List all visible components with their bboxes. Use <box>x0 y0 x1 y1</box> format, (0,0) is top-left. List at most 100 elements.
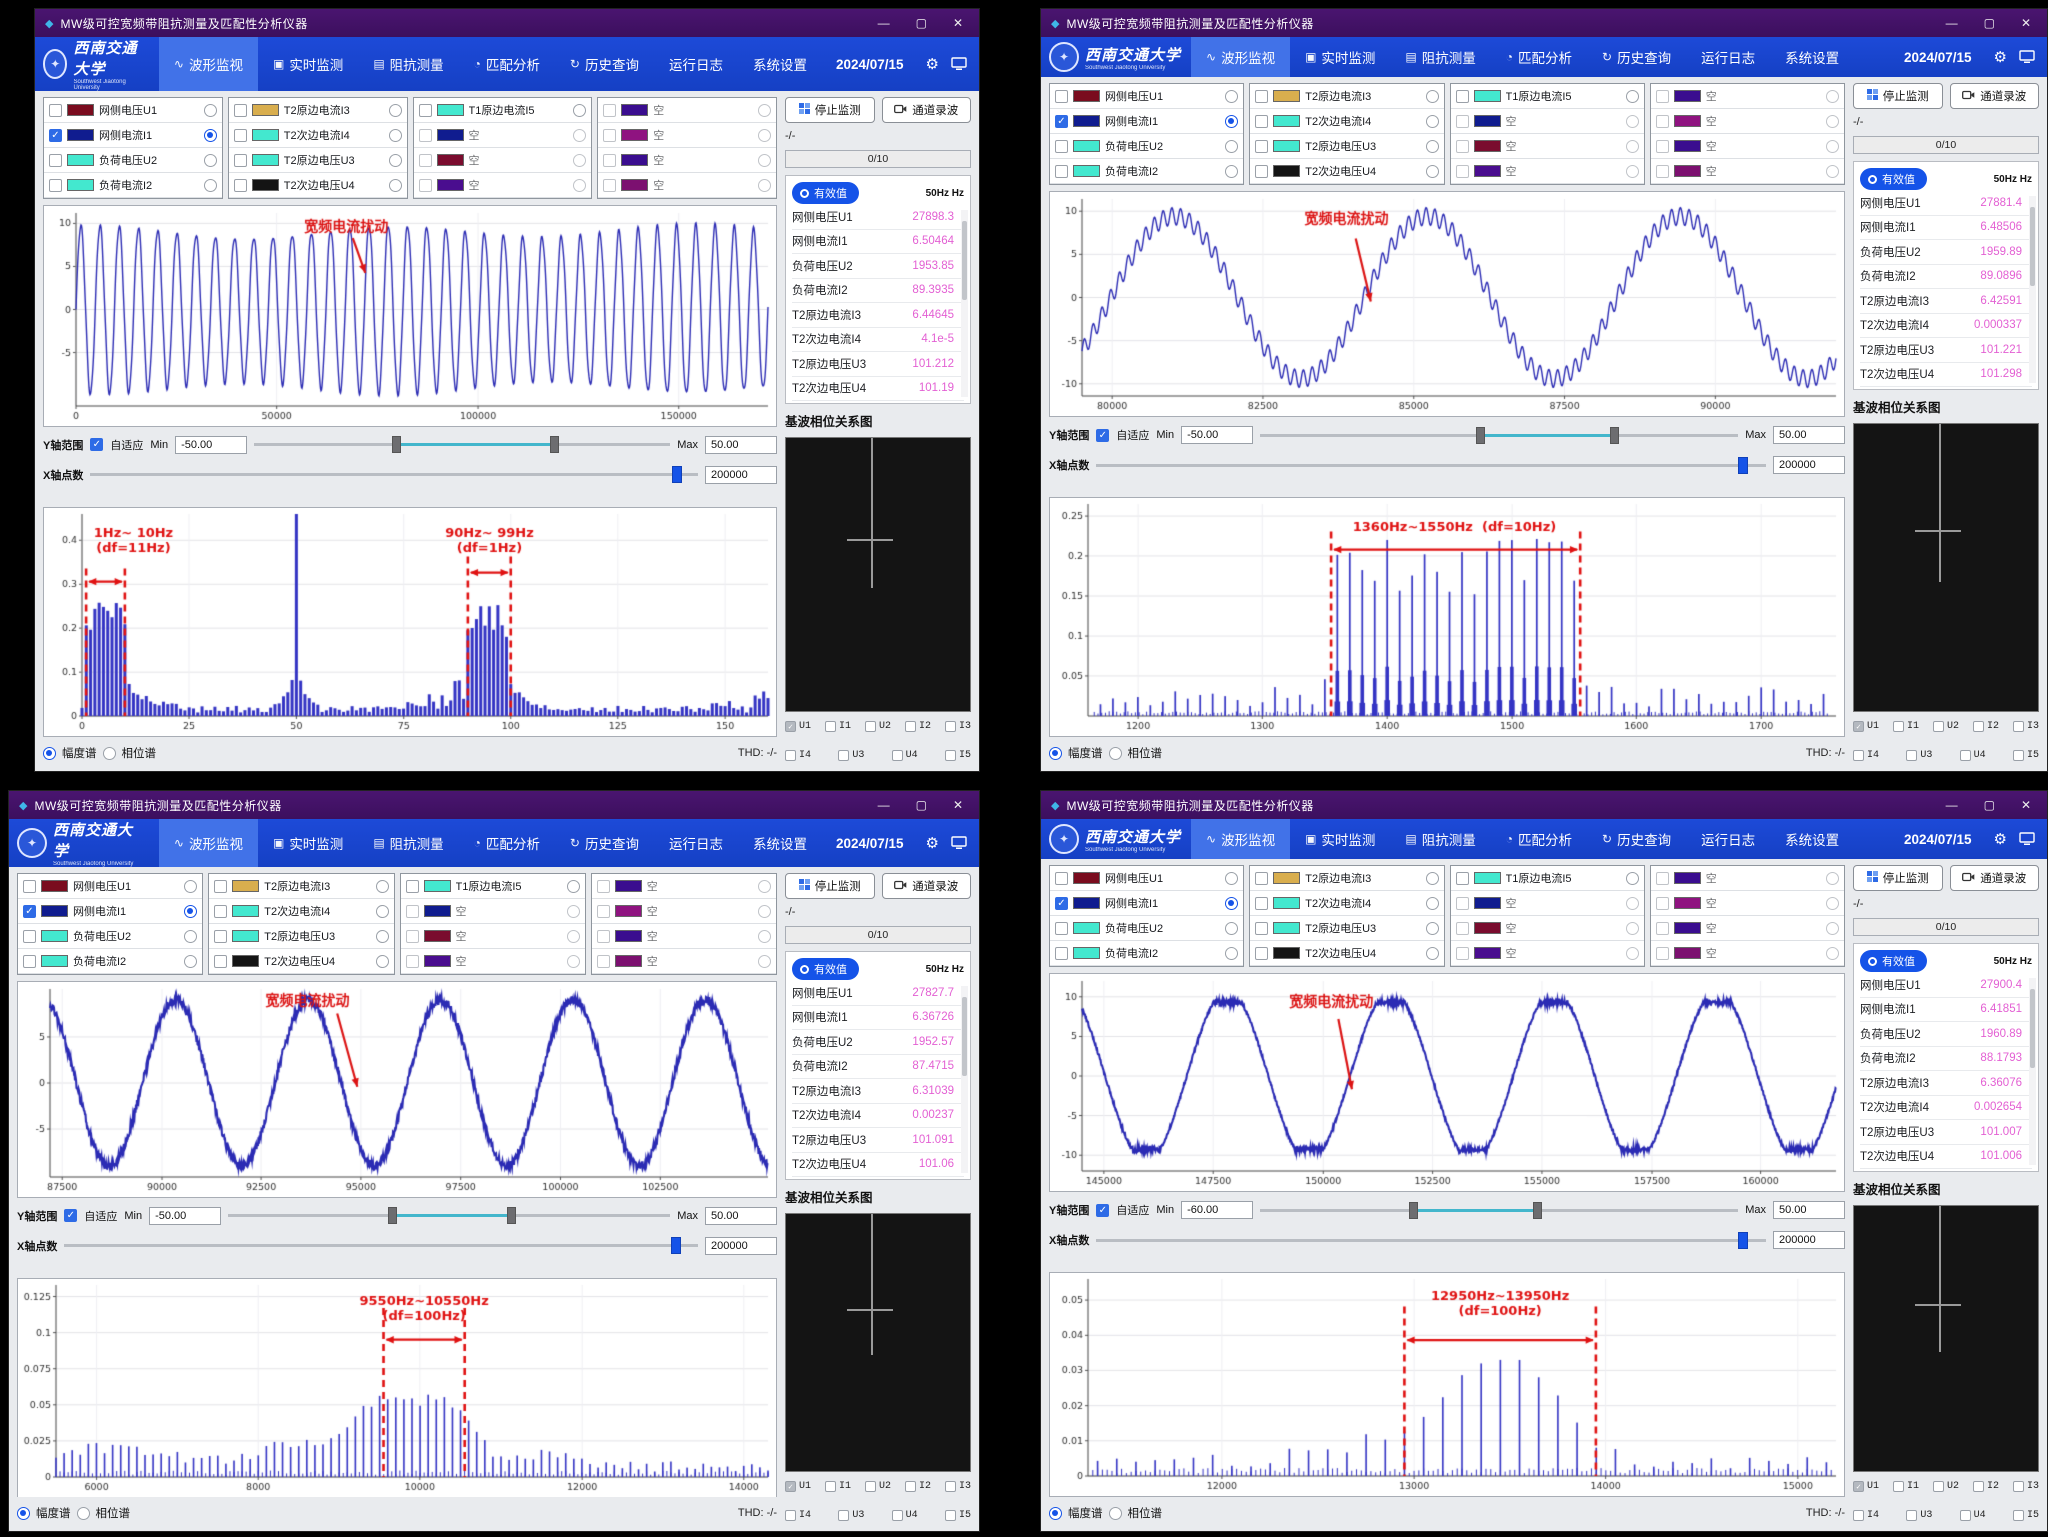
phase-checkbox[interactable] <box>1853 750 1864 761</box>
channel-record-button[interactable]: 通道录波 <box>881 873 971 899</box>
channel-checkbox[interactable] <box>1455 946 1469 960</box>
phase-checkbox[interactable] <box>1972 1481 1984 1492</box>
rms-scrollbar[interactable] <box>961 210 968 397</box>
channel-row[interactable]: 空 <box>400 924 585 949</box>
channel-row[interactable]: 网侧电压U1 <box>18 874 203 899</box>
channel-row[interactable]: 空 <box>598 173 776 198</box>
tab-realtime-monitor[interactable]: ▣ 实时监测 <box>1290 819 1390 859</box>
channel-row[interactable]: 空 <box>413 123 592 148</box>
channel-row[interactable]: 负荷电流I2 <box>18 949 203 974</box>
rms-toggle[interactable]: 有效值 <box>792 958 859 980</box>
phase-checkbox[interactable] <box>944 750 956 761</box>
channel-radio[interactable] <box>1625 114 1639 128</box>
channel-radio[interactable] <box>1625 139 1639 153</box>
maximize-button[interactable]: ▢ <box>1983 798 1995 812</box>
channel-radio[interactable] <box>1225 896 1239 910</box>
slider-handle-max[interactable] <box>1533 1201 1543 1219</box>
phase-check-item[interactable]: I1 <box>1892 721 1919 732</box>
channel-checkbox[interactable] <box>233 178 247 192</box>
channel-row[interactable]: T2次边电压U4 <box>209 949 394 974</box>
tab-matching-analysis[interactable]: ◔ 匹配分析 <box>459 819 555 867</box>
channel-checkbox[interactable] <box>603 128 617 142</box>
tab-system-settings[interactable]: 系统设置 <box>1770 37 1854 77</box>
channel-radio[interactable] <box>375 879 389 893</box>
channel-checkbox[interactable] <box>49 103 62 117</box>
phase-checkbox[interactable] <box>944 1510 956 1521</box>
phase-check-item[interactable]: U2 <box>1932 1481 1959 1492</box>
minimize-button[interactable]: — <box>877 798 890 812</box>
channel-checkbox[interactable] <box>1055 921 1068 935</box>
tab-waveform-monitor[interactable]: ∿ 波形监视 <box>1191 819 1291 859</box>
rms-scrollbar[interactable] <box>2029 196 2036 383</box>
channel-checkbox[interactable]: ✓ <box>49 128 62 142</box>
channel-checkbox[interactable]: ✓ <box>1055 896 1068 910</box>
phase-checkbox[interactable] <box>1959 750 1971 761</box>
phase-check-item[interactable]: ✓ U1 <box>785 721 811 732</box>
channel-row[interactable]: 空 <box>591 899 776 924</box>
channel-checkbox[interactable] <box>596 954 610 968</box>
channel-radio[interactable] <box>1826 114 1839 128</box>
channel-row[interactable]: 网侧电压U1 <box>1050 866 1244 891</box>
channel-checkbox[interactable] <box>405 879 419 893</box>
tab-impedance-measure[interactable]: ▤ 阻抗测量 <box>358 819 458 867</box>
channel-row[interactable]: 空 <box>1650 109 1844 134</box>
channel-radio[interactable] <box>1826 871 1839 885</box>
tab-realtime-monitor[interactable]: ▣ 实时监测 <box>1290 37 1390 77</box>
channel-radio[interactable] <box>573 103 587 117</box>
channel-row[interactable]: 负荷电流I2 <box>1050 941 1244 966</box>
rms-scrollbar[interactable] <box>2029 978 2036 1165</box>
channel-row[interactable]: 负荷电压U2 <box>18 924 203 949</box>
x-points-value[interactable]: 200000 <box>705 1236 777 1255</box>
channel-checkbox[interactable] <box>603 153 617 167</box>
channel-radio[interactable] <box>1625 164 1639 178</box>
channel-radio[interactable] <box>184 954 198 968</box>
phase-checkbox[interactable]: ✓ <box>785 721 796 732</box>
adaptive-checkbox[interactable]: ✓ <box>64 1209 78 1222</box>
y-min-input[interactable]: -50.00 <box>175 435 248 454</box>
channel-radio[interactable] <box>1425 139 1439 153</box>
y-max-input[interactable]: 50.00 <box>705 435 777 454</box>
phase-check-item[interactable]: U3 <box>1906 1510 1932 1521</box>
channel-radio[interactable] <box>1826 139 1839 153</box>
channel-radio[interactable] <box>1225 946 1239 960</box>
channel-checkbox[interactable] <box>1255 114 1269 128</box>
channel-checkbox[interactable] <box>1655 871 1669 885</box>
channel-row[interactable]: T2原边电压U3 <box>1250 134 1444 159</box>
slider-handle[interactable] <box>671 466 682 484</box>
close-button[interactable]: ✕ <box>952 16 963 30</box>
slider-handle-max[interactable] <box>549 436 559 454</box>
channel-checkbox[interactable] <box>49 178 62 192</box>
channel-radio[interactable] <box>1625 89 1639 103</box>
phase-checkbox[interactable] <box>838 1510 850 1521</box>
channel-radio[interactable] <box>1425 164 1439 178</box>
channel-row[interactable]: 空 <box>1650 134 1844 159</box>
channel-row[interactable]: T1原边电流I5 <box>1450 866 1644 891</box>
channel-checkbox[interactable] <box>1455 164 1469 178</box>
channel-row[interactable]: 空 <box>1450 134 1644 159</box>
channel-radio[interactable] <box>573 128 587 142</box>
channel-radio[interactable] <box>1425 114 1439 128</box>
y-range-slider[interactable] <box>254 436 671 454</box>
channel-radio[interactable] <box>203 128 217 142</box>
y-range-slider[interactable] <box>1260 1201 1739 1219</box>
channel-row[interactable]: T1原边电流I5 <box>1450 84 1644 109</box>
monitor-icon[interactable] <box>2015 37 2047 77</box>
channel-radio[interactable] <box>758 178 771 192</box>
channel-checkbox[interactable] <box>1655 89 1669 103</box>
channel-checkbox[interactable] <box>1055 946 1068 960</box>
channel-checkbox[interactable] <box>1455 139 1469 153</box>
channel-checkbox[interactable] <box>603 103 617 117</box>
maximize-button[interactable]: ▢ <box>915 798 927 812</box>
channel-row[interactable]: T2次边电流I4 <box>1250 891 1444 916</box>
channel-row[interactable]: 空 <box>1650 916 1844 941</box>
channel-checkbox[interactable] <box>418 178 432 192</box>
channel-row[interactable]: 负荷电压U2 <box>1050 134 1244 159</box>
channel-checkbox[interactable] <box>1455 921 1469 935</box>
channel-row[interactable]: 空 <box>1650 84 1844 109</box>
channel-radio[interactable] <box>1625 946 1639 960</box>
phase-check-item[interactable]: I4 <box>785 750 811 761</box>
minimize-button[interactable]: — <box>1945 16 1958 30</box>
amplitude-spectrum-radio[interactable] <box>1049 1506 1062 1520</box>
phase-checkbox[interactable] <box>904 721 916 732</box>
channel-checkbox[interactable] <box>1655 946 1669 960</box>
